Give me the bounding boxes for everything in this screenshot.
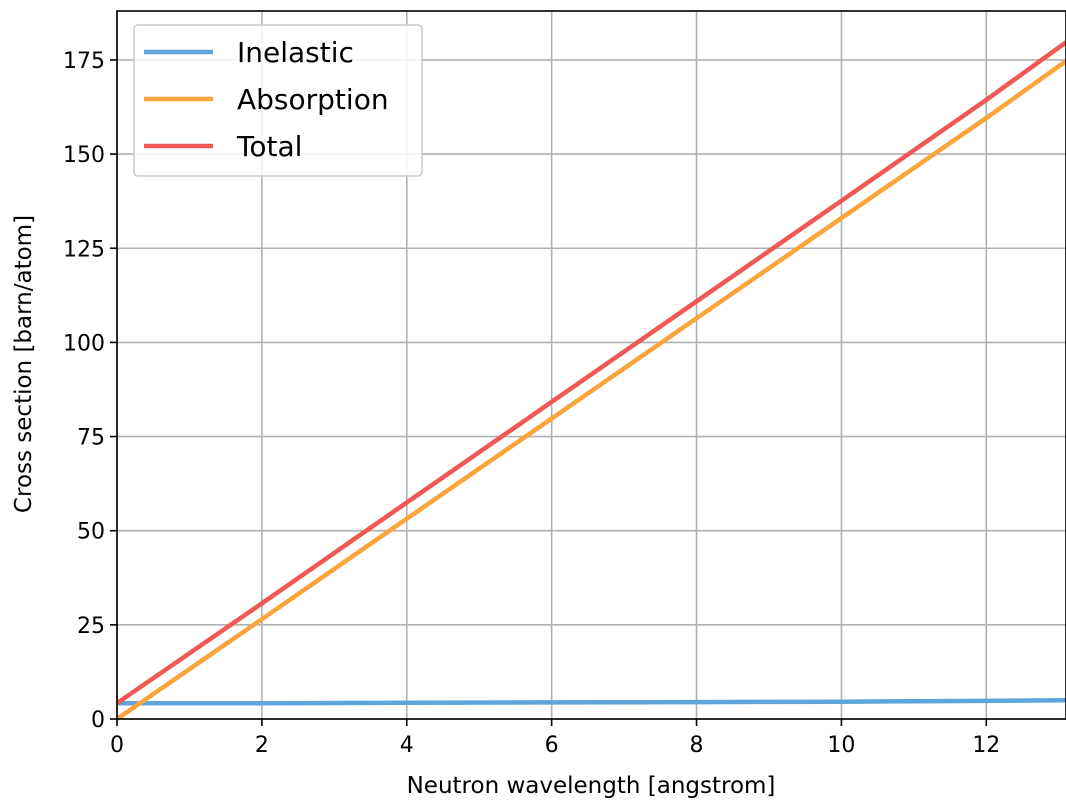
legend-label: Absorption	[237, 83, 389, 116]
legend-box	[133, 24, 423, 177]
x-tick-label: 6	[545, 733, 559, 758]
y-tick-label: 75	[77, 426, 105, 451]
y-axis-ticks: 0 25 50 75 100 125 150 175	[63, 49, 117, 733]
legend: Inelastic Absorption Total	[133, 24, 423, 177]
x-tick-label: 10	[827, 733, 855, 758]
y-tick-label: 0	[91, 708, 105, 733]
plot-frame	[116, 10, 1066, 720]
x-tick-label: 4	[400, 733, 414, 758]
y-tick-label: 100	[63, 331, 105, 356]
x-tick-label: 0	[110, 733, 124, 758]
x-tick-label: 8	[690, 733, 704, 758]
x-tick-label: 2	[255, 733, 269, 758]
y-tick-label: 175	[63, 49, 105, 74]
series-line-total	[115, 40, 1066, 706]
legend-label: Total	[236, 130, 302, 163]
x-axis-label: Neutron wavelength [angstrom]	[407, 773, 776, 799]
series-lines	[115, 40, 1066, 721]
x-axis-ticks: 0 2 4 6 8 10 12	[110, 719, 1000, 758]
y-tick-label: 50	[77, 520, 105, 545]
series-line-absorption	[115, 59, 1066, 721]
series-line-inelastic	[117, 697, 1066, 706]
y-tick-label: 125	[63, 237, 105, 262]
legend-label: Inelastic	[237, 36, 354, 69]
y-tick-label: 25	[77, 614, 105, 639]
y-tick-label: 150	[63, 143, 105, 168]
y-axis-label: Cross section [barn/atom]	[11, 215, 37, 513]
x-tick-label: 12	[972, 733, 1000, 758]
